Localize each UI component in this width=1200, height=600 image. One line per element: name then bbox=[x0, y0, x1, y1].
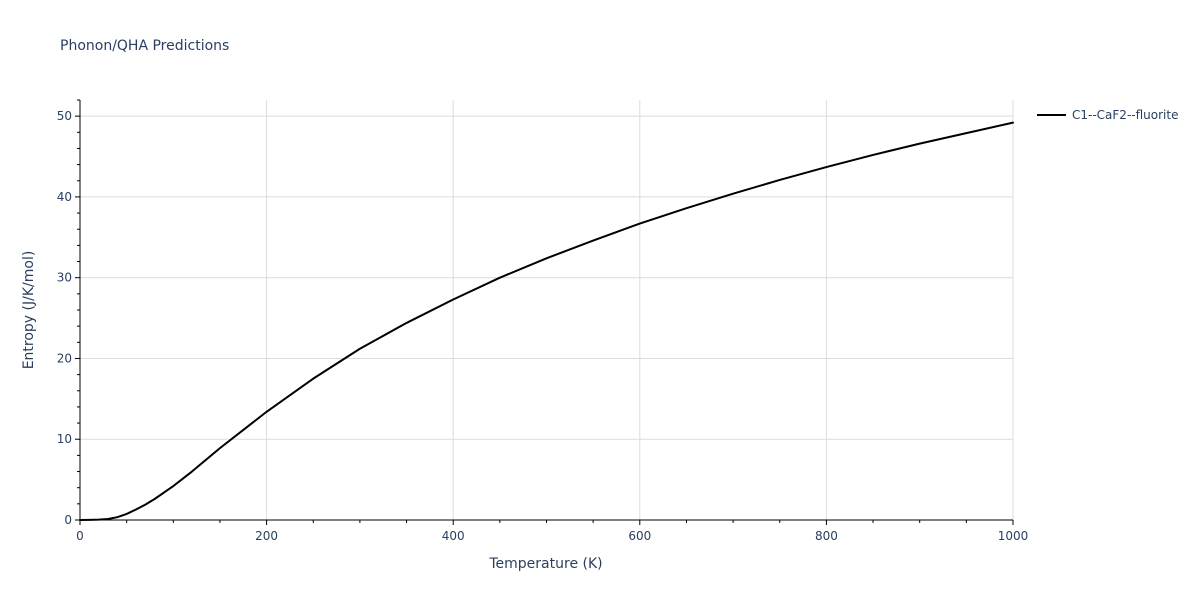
x-tick-label: 400 bbox=[442, 529, 465, 543]
x-tick-label: 600 bbox=[628, 529, 651, 543]
x-tick-label: 800 bbox=[815, 529, 838, 543]
x-tick-label: 0 bbox=[76, 529, 84, 543]
axes: 0 200 400 600 800 1000 0 10 20 30 40 50 bbox=[57, 99, 1029, 543]
y-tick-label: 10 bbox=[57, 432, 72, 446]
legend-item-label: C1--CaF2--fluorite bbox=[1072, 108, 1178, 122]
y-tick-label: 50 bbox=[57, 109, 72, 123]
y-tick-label: 0 bbox=[64, 513, 72, 527]
y-tick-label: 40 bbox=[57, 190, 72, 204]
y-tick-label: 30 bbox=[57, 271, 72, 285]
legend[interactable]: C1--CaF2--fluorite bbox=[1037, 108, 1178, 122]
y-tick-label: 20 bbox=[57, 351, 72, 365]
chart-title: Phonon/QHA Predictions bbox=[60, 38, 229, 54]
x-tick-label: 200 bbox=[255, 529, 278, 543]
x-axis-label: Temperature (K) bbox=[488, 556, 602, 572]
series-layer bbox=[79, 121, 1014, 521]
grid bbox=[80, 100, 1014, 520]
x-tick-label: 1000 bbox=[998, 529, 1029, 543]
series-line[interactable] bbox=[79, 121, 1014, 521]
y-axis-label: Entropy (J/K/mol) bbox=[21, 251, 37, 370]
